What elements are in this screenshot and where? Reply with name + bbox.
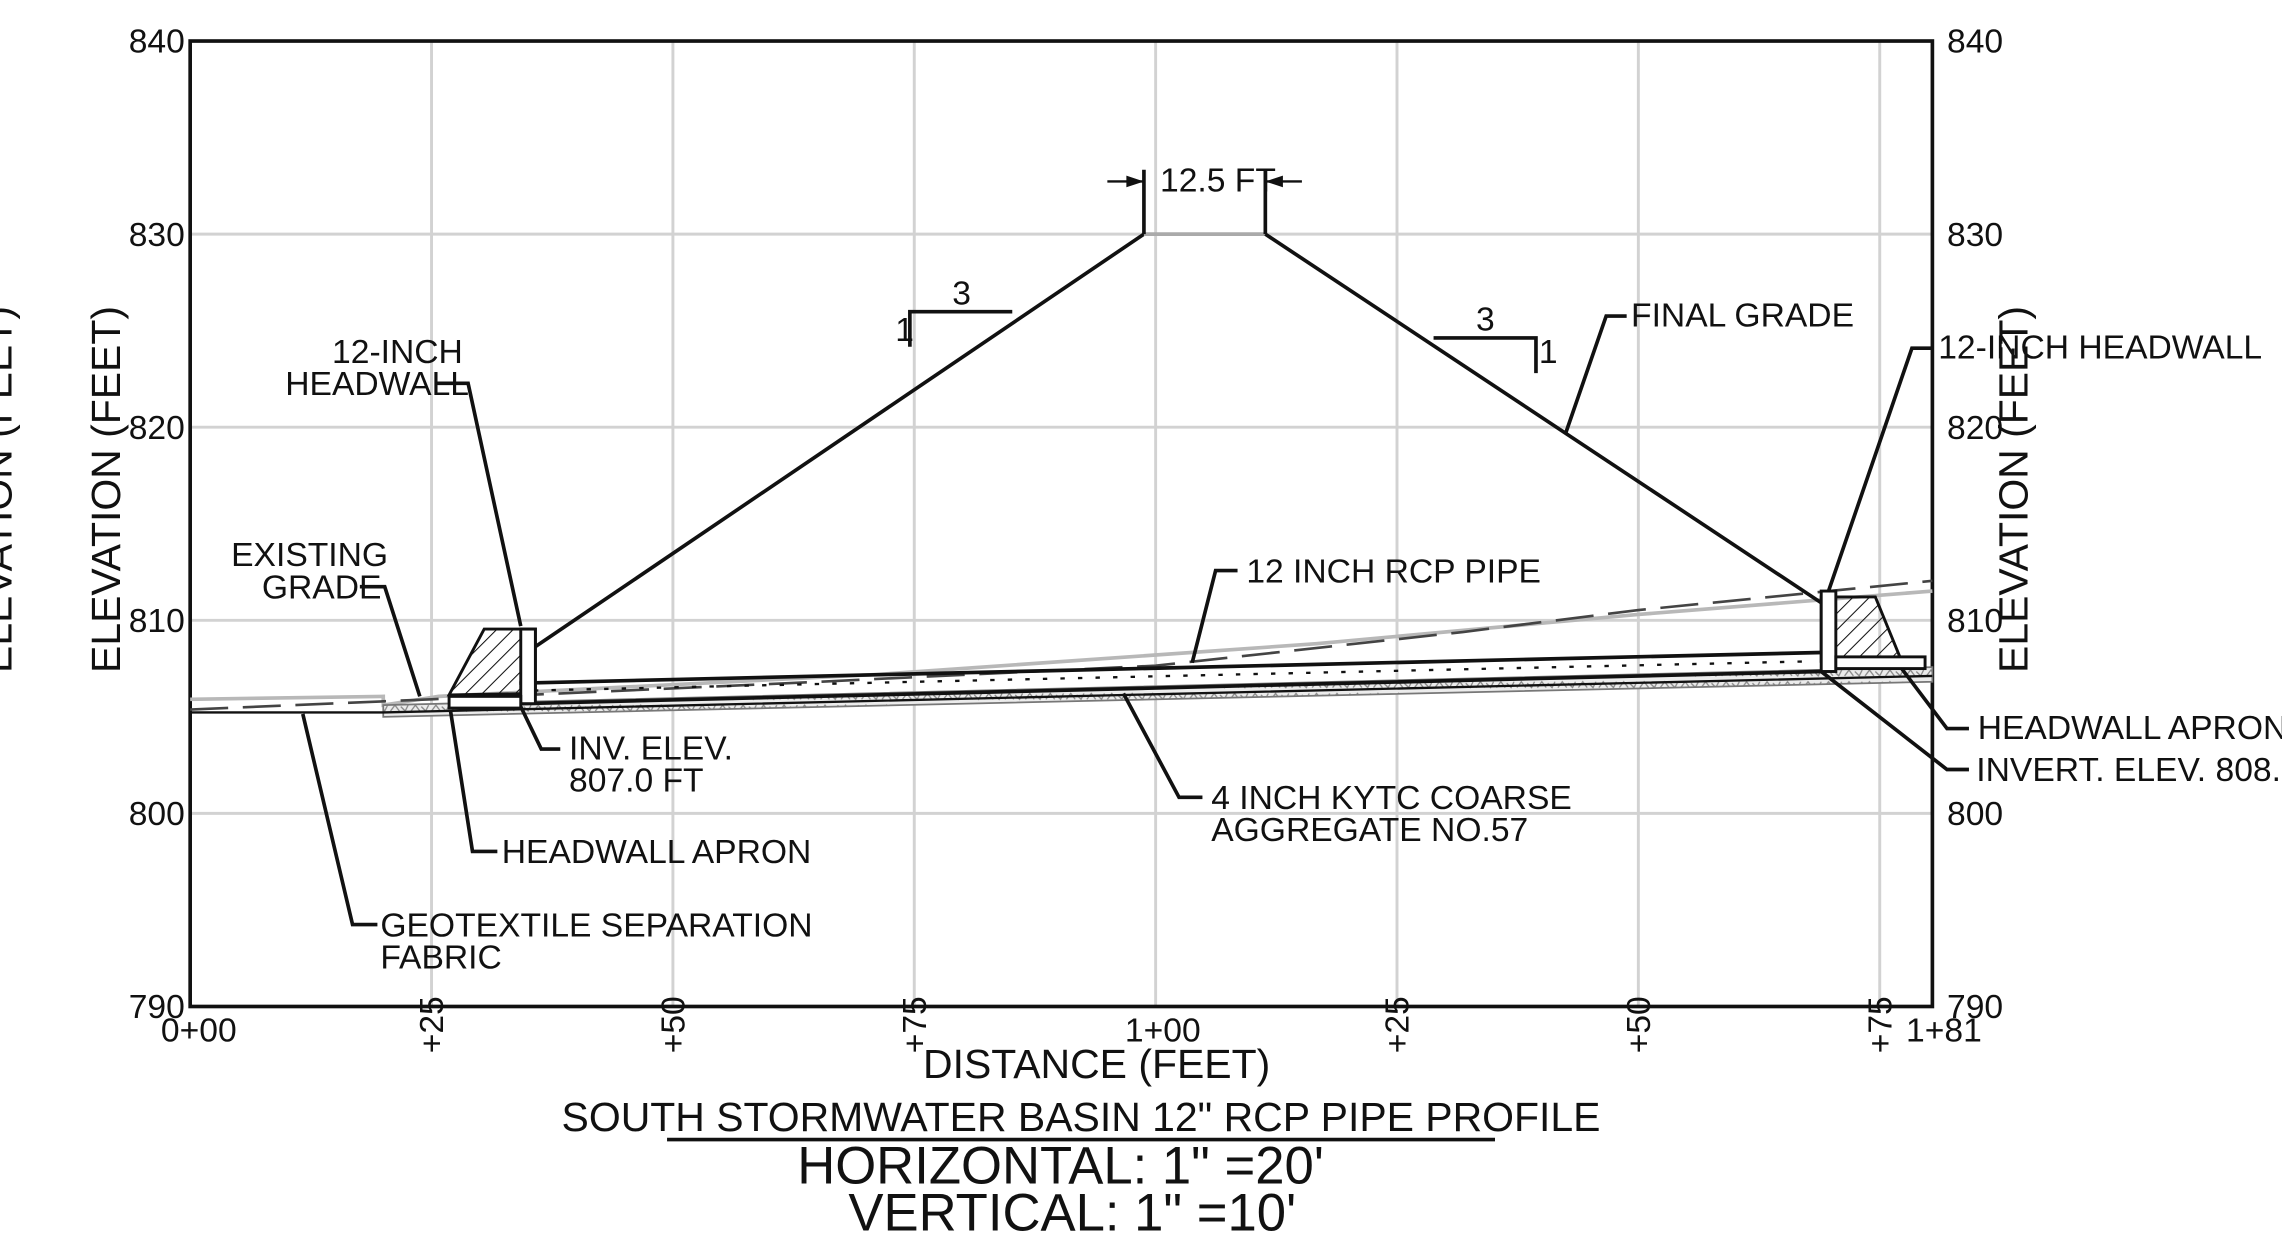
y-axis-title-left: ELEVATION (FEET) bbox=[83, 306, 129, 673]
y-tick-left: 830 bbox=[129, 217, 185, 254]
inv-elev-left-line2: 807.0 FT bbox=[569, 762, 704, 799]
y-tick-left: 790 bbox=[129, 989, 185, 1026]
x-axis-title: DISTANCE (FEET) bbox=[923, 1041, 1270, 1087]
geotextile-label-line2: FABRIC bbox=[380, 939, 501, 976]
y-axis-title-right: ELEVATION (FEET) bbox=[1990, 306, 2036, 673]
headwall-left-label-line2: HEADWALL bbox=[285, 366, 469, 403]
slope-left: 3 1 bbox=[895, 275, 1013, 349]
title-block: SOUTH STORMWATER BASIN 12" RCP PIPE PROF… bbox=[562, 1094, 1601, 1242]
leader-lines bbox=[301, 314, 1969, 927]
x-tick: +25 bbox=[414, 996, 451, 1053]
y-tick-right: 830 bbox=[1947, 217, 2003, 254]
y-axis-left-ticks: 840 830 820 810 800 790 bbox=[129, 24, 185, 1026]
slope-right-rise: 1 bbox=[1539, 334, 1558, 371]
grid bbox=[190, 41, 1933, 1007]
y-tick-right: 840 bbox=[1947, 24, 2003, 61]
slope-left-run: 3 bbox=[952, 275, 971, 312]
inv-elev-left-line1: INV. ELEV. bbox=[569, 730, 733, 767]
y-axis-title-far-left-fragment: ELEVATION (FEET) bbox=[0, 306, 21, 673]
y-tick-left: 820 bbox=[129, 410, 185, 447]
y-tick-right: 800 bbox=[1947, 796, 2003, 833]
headwall-right-label: 12-INCH HEADWALL bbox=[1938, 329, 2262, 366]
rcp-pipe-label: 12 INCH RCP PIPE bbox=[1246, 553, 1541, 590]
headwall-apron-left bbox=[447, 694, 523, 710]
y-tick-right: 790 bbox=[1947, 989, 2003, 1026]
scale-horizontal: HORIZONTAL: 1" =20' bbox=[797, 1136, 1324, 1195]
headwall-left bbox=[446, 627, 537, 706]
existing-grade-lines bbox=[190, 579, 1933, 711]
existing-grade-label-line2: GRADE bbox=[262, 569, 382, 606]
slope-right: 3 1 bbox=[1433, 302, 1558, 374]
aggregate-label-line1: 4 INCH KYTC COARSE bbox=[1211, 780, 1572, 817]
y-tick-right: 810 bbox=[1947, 603, 2003, 640]
final-grade bbox=[534, 232, 1823, 649]
slope-right-run: 3 bbox=[1476, 302, 1495, 339]
rcp-pipe bbox=[519, 650, 1822, 706]
headwall-apron-left-label: HEADWALL APRON bbox=[502, 834, 812, 871]
final-grade-label: FINAL GRADE bbox=[1631, 297, 1854, 334]
callouts: 12-INCH HEADWALL EXISTING GRADE INV. ELE… bbox=[231, 297, 2282, 976]
y-tick-left: 800 bbox=[129, 796, 185, 833]
top-width-label: 12.5 FT bbox=[1160, 163, 1276, 200]
x-axis-ticks: 0+00 +25 +50 +75 1+00 +25 +50 +75 1+81 bbox=[161, 996, 1982, 1053]
x-tick: +50 bbox=[1621, 996, 1658, 1053]
plot-frame bbox=[188, 39, 1935, 1009]
geotextile-fabric bbox=[190, 674, 1933, 714]
top-width-dimension: 12.5 FT bbox=[1107, 163, 1302, 235]
y-tick-left: 810 bbox=[129, 603, 185, 640]
drawing-title: SOUTH STORMWATER BASIN 12" RCP PIPE PROF… bbox=[562, 1094, 1601, 1140]
y-axis-right-ticks: 840 830 820 810 800 790 bbox=[1947, 24, 2003, 1026]
scale-vertical: VERTICAL: 1" =10' bbox=[848, 1183, 1296, 1242]
aggregate-label-line2: AGGREGATE NO.57 bbox=[1211, 812, 1528, 849]
x-tick: 1+81 bbox=[1906, 1013, 1982, 1050]
headwall-apron-right bbox=[1834, 655, 1927, 671]
y-tick-right: 820 bbox=[1947, 410, 2003, 447]
x-tick: +25 bbox=[1380, 996, 1417, 1053]
x-tick: 1+00 bbox=[1125, 1013, 1201, 1050]
x-tick: +50 bbox=[656, 996, 693, 1053]
existing-grade-label-line1: EXISTING bbox=[231, 537, 388, 574]
x-tick: 0+00 bbox=[161, 1013, 237, 1050]
headwall-left-label-line1: 12-INCH bbox=[332, 334, 463, 371]
slope-left-rise: 1 bbox=[895, 312, 914, 349]
y-tick-left: 840 bbox=[129, 24, 185, 61]
x-tick: +75 bbox=[1862, 996, 1899, 1053]
invert-elev-right-label: INVERT. ELEV. 808.5 FT bbox=[1976, 752, 2282, 789]
headwall-apron-right-label: HEADWALL APRON bbox=[1978, 710, 2282, 747]
geotextile-label-line1: GEOTEXTILE SEPARATION bbox=[380, 907, 812, 944]
x-tick: +75 bbox=[897, 996, 934, 1053]
